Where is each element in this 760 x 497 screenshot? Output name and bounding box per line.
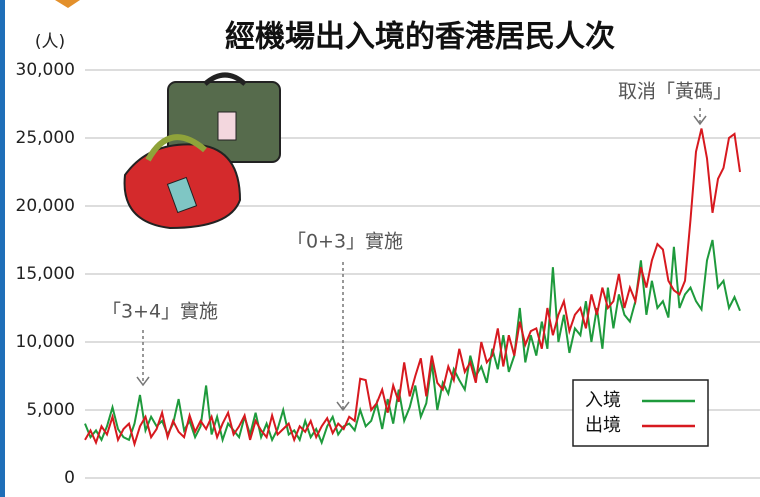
corner-mark [55, 0, 80, 8]
luggage-illustration [125, 75, 280, 228]
y-tick-label: 20,000 [16, 196, 75, 216]
y-tick-label: 0 [64, 468, 75, 488]
legend-label: 入境 [585, 390, 621, 411]
chart-title: 經機場出入境的香港居民人次 [225, 20, 615, 55]
y-tick-label: 30,000 [16, 60, 75, 80]
annotation: 「3+4」實施 [102, 301, 218, 323]
page: 經機場出入境的香港居民人次 (人) 入境出境 0 5,000 10,000 15,00… [0, 0, 760, 497]
y-axis-label: (人) [35, 32, 65, 52]
annotation: 取消「黃碼」 [618, 81, 732, 103]
y-tick-label: 5,000 [26, 400, 75, 420]
legend-label: 出境 [585, 415, 621, 436]
annotation: 「0+3」實施 [287, 231, 403, 253]
y-tick-label: 10,000 [16, 332, 75, 352]
y-tick-label: 25,000 [16, 128, 75, 148]
y-tick-label: 15,000 [16, 264, 75, 284]
chart: 經機場出入境的香港居民人次 (人) 入境出境 0 5,000 10,000 15,00… [0, 0, 760, 497]
page-border [0, 0, 5, 497]
